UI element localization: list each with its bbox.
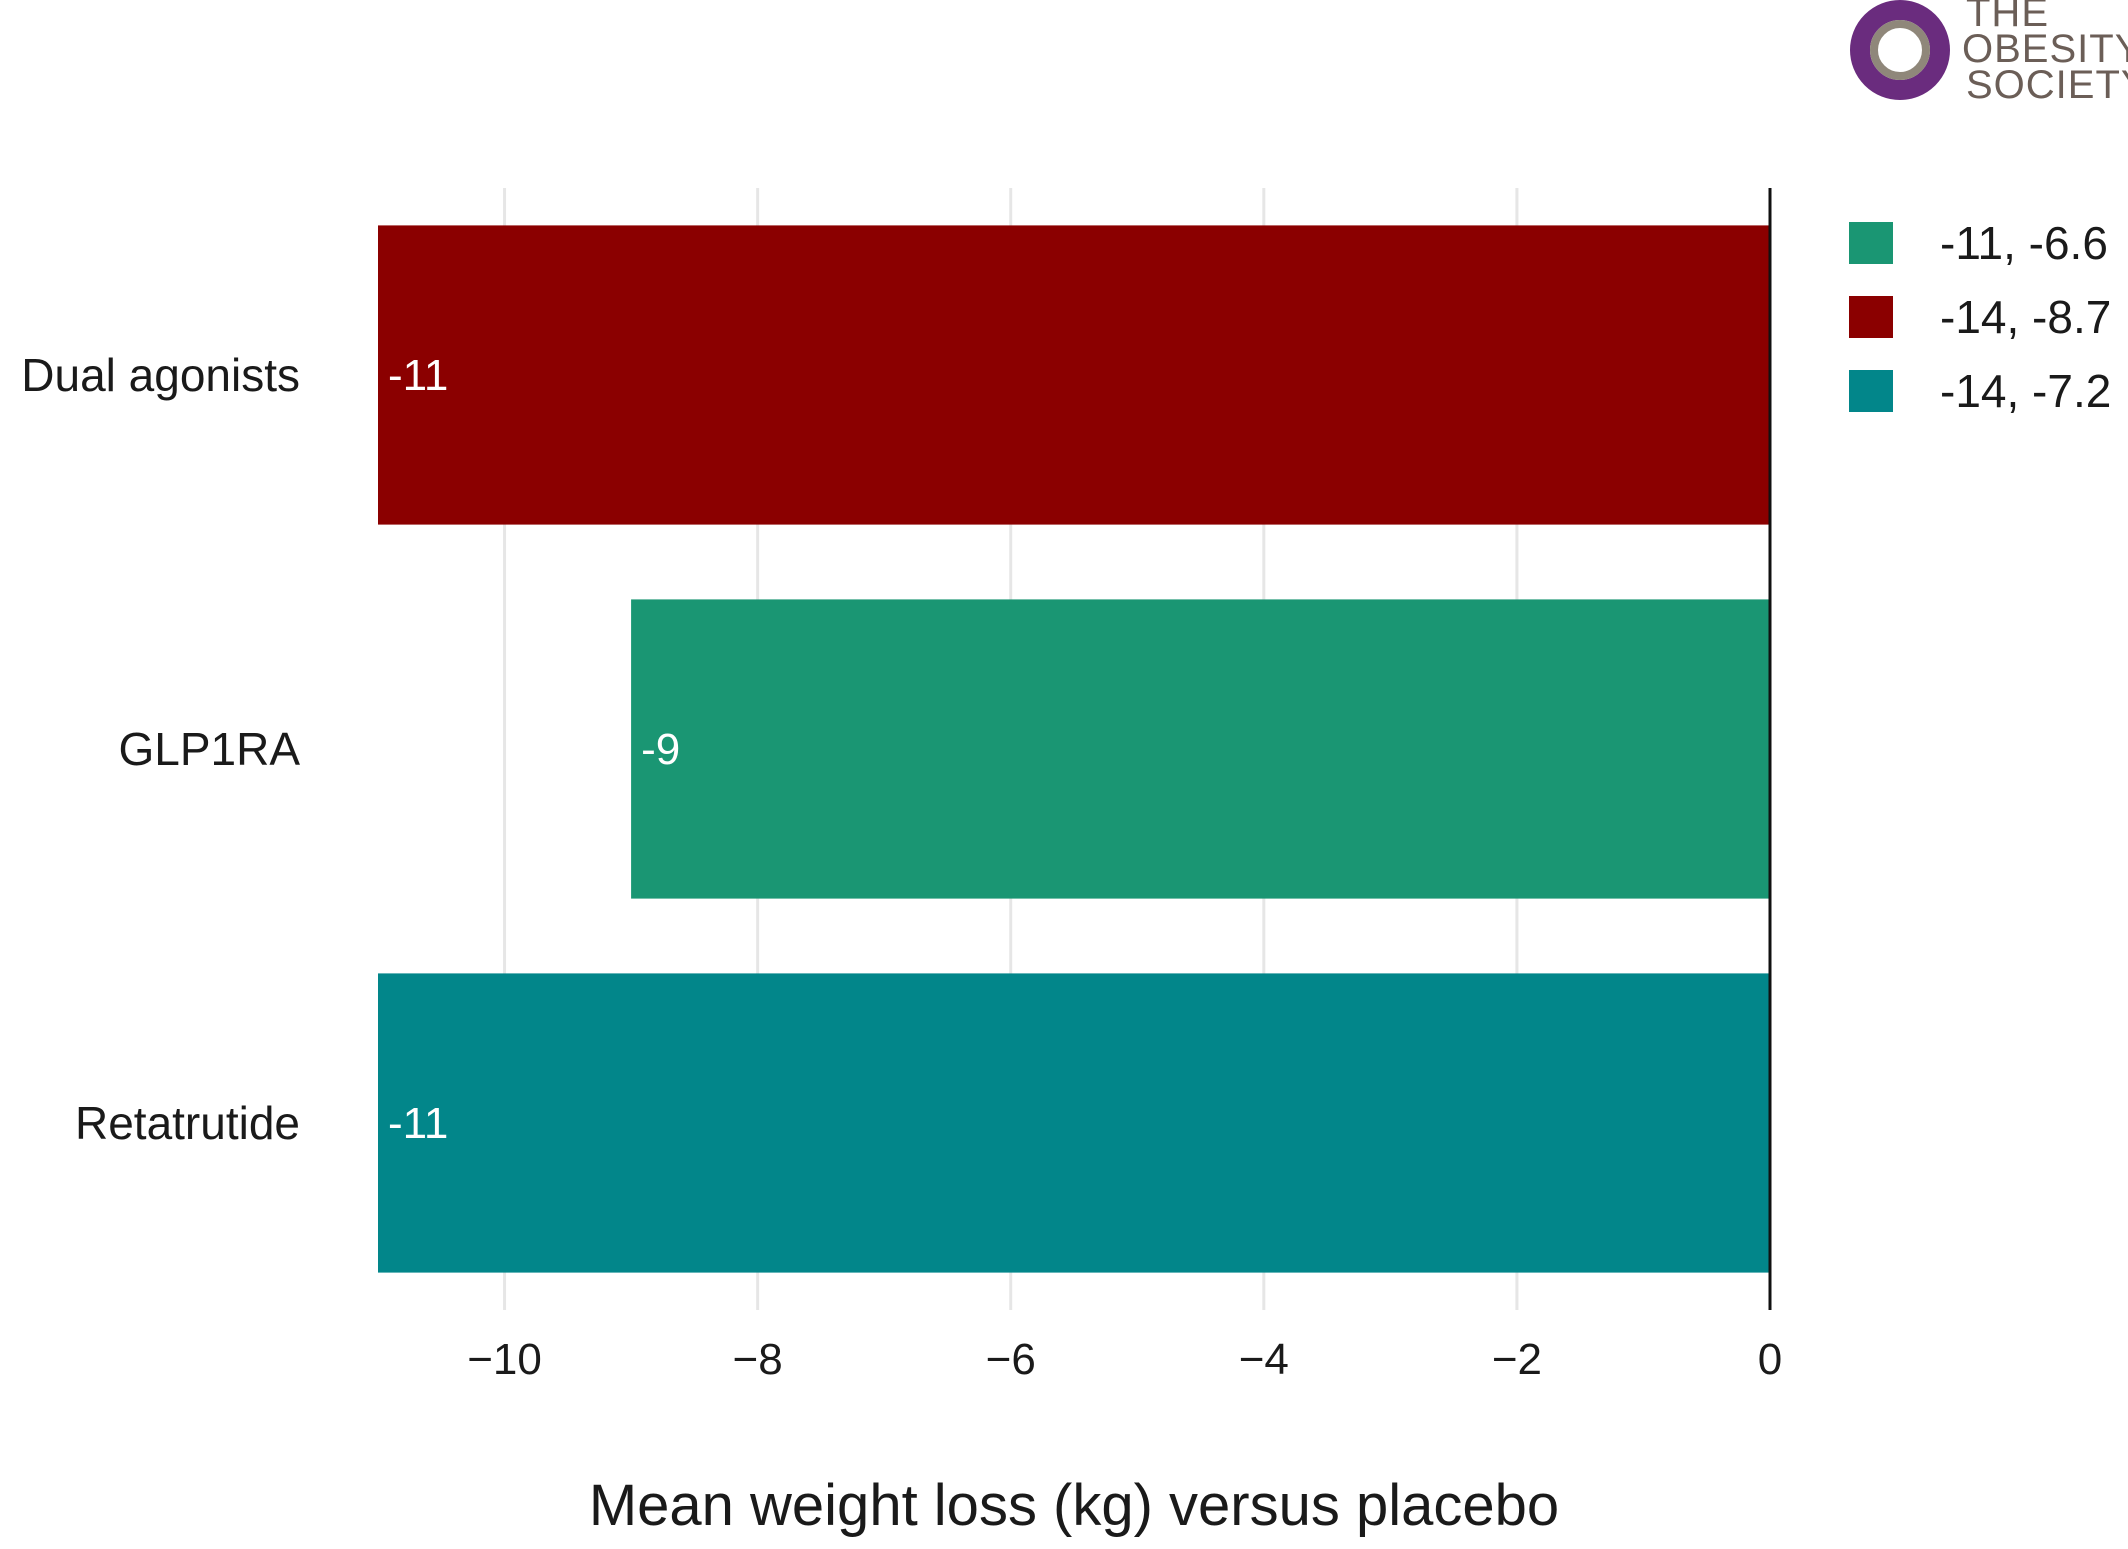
x-tick-label-5: 0 bbox=[1758, 1335, 1782, 1384]
category-label-0: Dual agonists bbox=[21, 349, 300, 401]
x-tick-label-3: −4 bbox=[1239, 1335, 1289, 1384]
logo-line-3: SOCIETY bbox=[1966, 63, 2128, 107]
legend-swatch-1 bbox=[1849, 296, 1893, 338]
bar-value-label-1: -9 bbox=[641, 725, 680, 774]
category-labels: Dual agonists GLP1RA Retatrutide bbox=[21, 349, 300, 1149]
legend-label-2: -14, -7.2 bbox=[1940, 365, 2111, 417]
x-tick-labels: −10 −8 −6 −4 −2 0 bbox=[467, 1335, 1782, 1384]
x-tick-label-1: −8 bbox=[733, 1335, 783, 1384]
logo-ring-inner bbox=[1870, 20, 1930, 80]
category-label-1: GLP1RA bbox=[118, 723, 300, 775]
x-axis-title: Mean weight loss (kg) versus placebo bbox=[589, 1473, 1559, 1538]
category-label-2: Retatrutide bbox=[75, 1097, 300, 1149]
x-tick-label-0: −10 bbox=[467, 1335, 542, 1384]
logo-line-1: THE bbox=[1966, 0, 2049, 35]
legend-label-0: -11, -6.6 bbox=[1940, 217, 2108, 269]
legend-swatch-0 bbox=[1849, 222, 1893, 264]
bar-value-label-0: -11 bbox=[388, 351, 448, 400]
x-tick-label-4: −2 bbox=[1492, 1335, 1542, 1384]
legend-label-1: -14, -8.7 bbox=[1940, 291, 2111, 343]
obesity-society-logo: THE OBESITY SOCIETY bbox=[1850, 0, 2128, 107]
x-tick-label-2: −6 bbox=[986, 1335, 1036, 1384]
bar-0 bbox=[378, 225, 1770, 525]
logo-line-2: OBESITY bbox=[1962, 27, 2128, 71]
legend: -11, -6.6 -14, -8.7 -14, -7.2 bbox=[1849, 217, 2111, 417]
logo-ring-outer bbox=[1850, 0, 1950, 100]
bar-value-label-2: -11 bbox=[388, 1099, 448, 1148]
legend-swatch-2 bbox=[1849, 370, 1893, 412]
bar-1 bbox=[631, 599, 1771, 899]
bar-2 bbox=[378, 973, 1770, 1273]
bars-group: -11 -9 -11 bbox=[378, 225, 1771, 1273]
